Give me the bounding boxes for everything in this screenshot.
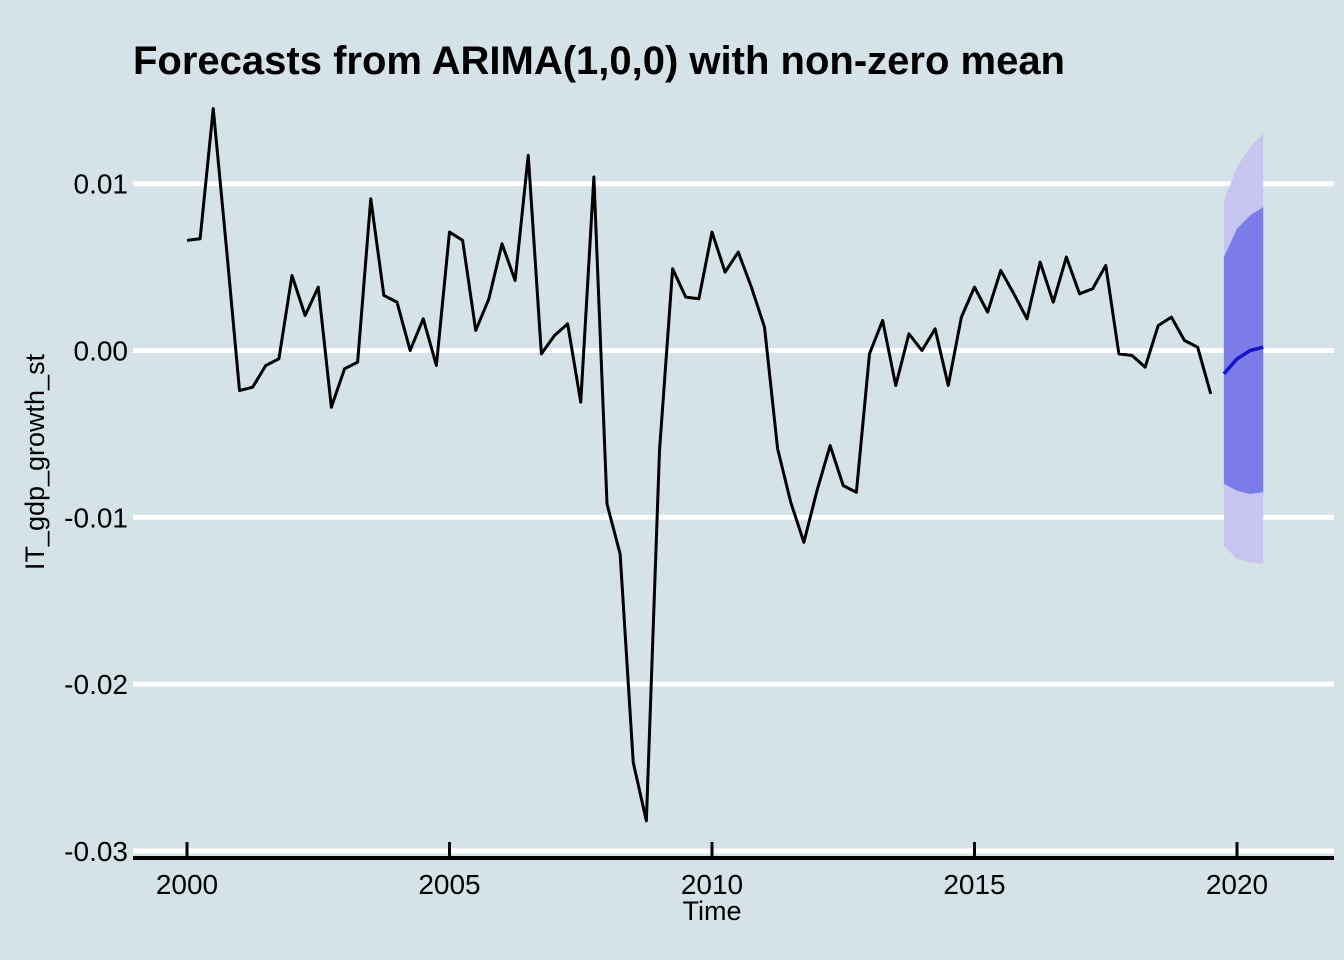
x-tick-label: 2000 xyxy=(156,869,218,900)
observed-series-line xyxy=(186,107,1213,823)
y-tick-labels: 0.01 0.00 -0.01 -0.02 -0.03 xyxy=(64,169,128,867)
gridlines xyxy=(133,181,1334,854)
forecast-fan xyxy=(1223,133,1264,565)
y-tick-label: 0.00 xyxy=(74,336,129,367)
forecast-mean-line xyxy=(1222,345,1264,376)
x-tick-labels: 2000 2005 2010 2015 2020 xyxy=(156,869,1268,900)
x-tick-label: 2010 xyxy=(681,869,743,900)
x-tick-label: 2015 xyxy=(943,869,1005,900)
forecast-interval-80-band xyxy=(1223,207,1264,494)
y-tick-label: -0.01 xyxy=(64,502,128,533)
y-tick-label: -0.02 xyxy=(64,669,128,700)
x-axis-ticks xyxy=(185,842,1239,858)
y-tick-label: -0.03 xyxy=(64,836,128,867)
x-tick-label: 2005 xyxy=(418,869,480,900)
chart-title: Forecasts from ARIMA(1,0,0) with non-zer… xyxy=(133,39,1065,83)
x-axis-label: Time xyxy=(683,896,742,926)
y-axis-label: IT_gdp_growth_st xyxy=(20,353,50,570)
y-tick-label: 0.01 xyxy=(74,169,129,200)
x-tick-label: 2020 xyxy=(1206,869,1268,900)
